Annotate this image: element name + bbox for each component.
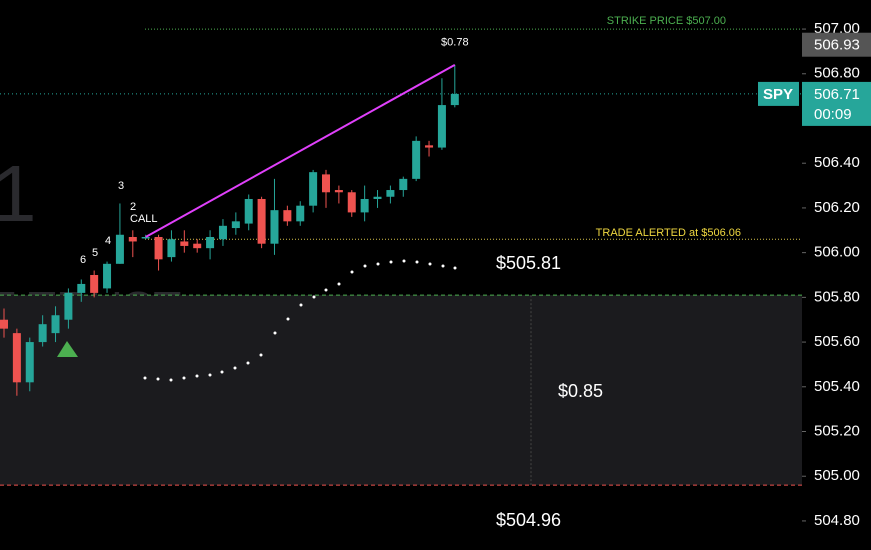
candle-body — [412, 140, 421, 179]
candle-body — [167, 239, 176, 258]
candle-body — [77, 283, 86, 293]
y-tick-label: 505.20 — [814, 422, 860, 439]
annotation: 3 — [118, 180, 124, 192]
candle-body — [115, 234, 124, 264]
candle-body — [218, 225, 227, 240]
y-tick-label: 505.60 — [814, 333, 860, 350]
y-tick-label: 505.80 — [814, 288, 860, 305]
trend-line — [145, 63, 456, 238]
y-tick-label: 506.80 — [814, 65, 860, 82]
candle-body — [51, 315, 60, 334]
buy-signal — [57, 341, 78, 357]
candle-body — [244, 198, 253, 224]
candle-body — [103, 263, 112, 289]
trend-gain-label: $0.78 — [441, 37, 469, 49]
symbol-label: SPY — [763, 86, 793, 103]
candle-body — [270, 210, 279, 244]
projection-dot — [259, 353, 263, 357]
projection-dot — [246, 361, 250, 365]
projection-dot — [273, 331, 277, 335]
candle-body — [193, 243, 202, 249]
watermark: 1 — [0, 149, 37, 238]
countdown-label: 00:09 — [814, 106, 852, 123]
projection-dot — [441, 264, 445, 268]
candle-body — [296, 205, 305, 222]
candle-body — [437, 105, 446, 148]
projection-dot — [337, 282, 341, 286]
projection-dot — [233, 366, 237, 370]
projection-dot — [208, 373, 212, 377]
candle-body — [257, 198, 266, 244]
projection-dot — [415, 260, 419, 264]
high-tag — [802, 32, 871, 57]
candle-body — [450, 93, 459, 106]
candle-body — [0, 319, 8, 329]
projection-dot — [350, 270, 354, 274]
candle-body — [206, 236, 215, 249]
projection-dot — [363, 264, 367, 268]
annotation: CALL — [130, 213, 158, 225]
projection-dot — [324, 288, 328, 292]
candle-body — [386, 190, 395, 197]
y-tick-label: 505.40 — [814, 378, 860, 395]
candle-body — [347, 192, 356, 213]
candle-body — [373, 196, 382, 199]
candle-body — [90, 275, 99, 293]
last-tag — [802, 81, 871, 126]
candle-body — [128, 236, 137, 242]
candle-body — [25, 342, 34, 383]
strike-label: STRIKE PRICE $507.00 — [607, 15, 726, 27]
projection-dot — [169, 378, 173, 382]
candle-body — [38, 324, 47, 343]
candle-body — [309, 172, 318, 206]
projection-dot — [220, 370, 224, 374]
projection-dot — [182, 376, 186, 380]
candle-body — [141, 236, 150, 239]
candle-body — [360, 198, 369, 213]
target-range-label: $0.85 — [558, 381, 603, 401]
projection-dot — [195, 374, 199, 378]
symbol-tag — [758, 81, 799, 106]
projection-dot — [376, 262, 380, 266]
candle-body — [180, 241, 189, 246]
annotation: 2 — [130, 201, 136, 213]
candle-body — [283, 210, 292, 222]
projection-dot — [299, 303, 303, 307]
y-tick-label: 505.00 — [814, 467, 860, 484]
projection-dot — [453, 266, 457, 270]
candle-body — [231, 221, 240, 229]
y-tick-label: 506.20 — [814, 199, 860, 216]
candle-body — [322, 174, 330, 193]
target-bottom-label: $504.96 — [496, 510, 561, 530]
projection-dot — [389, 260, 393, 264]
y-tick-label: 504.80 — [814, 512, 860, 529]
target-box — [0, 295, 802, 486]
projection-dot — [156, 377, 160, 381]
projection-dot — [286, 317, 290, 321]
high-tag-label: 506.93 — [814, 37, 860, 54]
annotation: 6 — [80, 254, 86, 266]
y-tick-label: 506.40 — [814, 154, 860, 171]
candle-body — [334, 190, 343, 193]
y-tick-label: 506.00 — [814, 244, 860, 261]
candle-body — [64, 292, 73, 320]
last-tag-label: 506.71 — [814, 86, 860, 103]
candle-body — [12, 333, 21, 383]
projection-dot — [312, 295, 316, 299]
target-top-label: $505.81 — [496, 253, 561, 273]
annotation: 5 — [92, 247, 98, 259]
candle-body — [154, 236, 163, 260]
projection-dot — [402, 259, 406, 263]
projection-dot — [428, 262, 432, 266]
plot: $505.81 $0.85 $504.96 STRIKE PRICE $507.00 T… — [0, 15, 871, 530]
projection-dot — [143, 376, 147, 380]
candle-body — [425, 145, 434, 148]
candle-body — [399, 178, 408, 191]
alert-label: TRADE ALERTED at $506.06 — [596, 227, 741, 239]
annotation: 4 — [105, 235, 111, 247]
